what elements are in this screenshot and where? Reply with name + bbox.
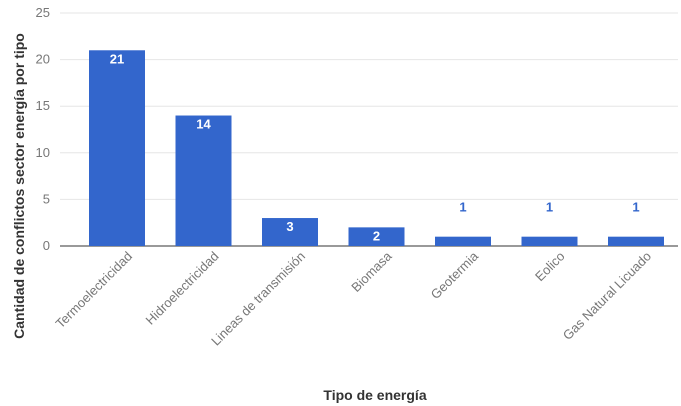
x-axis-labels: Termoelectricidad HidroelectricidadLineas…	[52, 248, 654, 349]
data-label: 2	[373, 228, 380, 243]
data-label: 3	[286, 219, 293, 234]
y-tick-label: 20	[36, 52, 50, 67]
y-tick-label: 15	[36, 98, 50, 113]
data-label: 14	[196, 117, 211, 132]
x-tick-label: Biomasa	[348, 248, 395, 295]
x-tick-label: Hidroelectricidad	[143, 249, 222, 328]
x-tick-label: Lineas de transmisión	[208, 249, 308, 349]
bar	[435, 236, 491, 246]
x-tick-label: Termoelectricidad	[52, 249, 135, 332]
x-tick-label: Gas Natural Licuado	[560, 249, 654, 343]
bars	[89, 50, 664, 247]
data-label: 1	[546, 200, 553, 215]
bar	[89, 50, 145, 246]
bar	[348, 227, 405, 246]
x-tick-label: Eolico	[532, 249, 568, 285]
y-axis-title: Cantidad de conflictos sector energía po…	[11, 33, 27, 339]
bar	[521, 236, 578, 246]
y-tick-label: 5	[43, 191, 50, 206]
x-axis-title: Tipo de energía	[323, 387, 426, 403]
gridlines	[60, 12, 678, 247]
y-tick-label: 0	[43, 238, 50, 253]
bar	[175, 115, 232, 247]
x-tick-label: Geotermia	[428, 248, 482, 302]
y-tick-label: 25	[36, 5, 50, 20]
data-label: 1	[632, 200, 639, 215]
y-tick-label: 10	[36, 145, 50, 160]
data-label: 1	[459, 200, 466, 215]
bar	[262, 218, 318, 246]
y-axis-ticks: 0 5 10 15 20 25	[36, 5, 50, 253]
data-label: 21	[110, 51, 124, 66]
bar	[608, 236, 664, 246]
